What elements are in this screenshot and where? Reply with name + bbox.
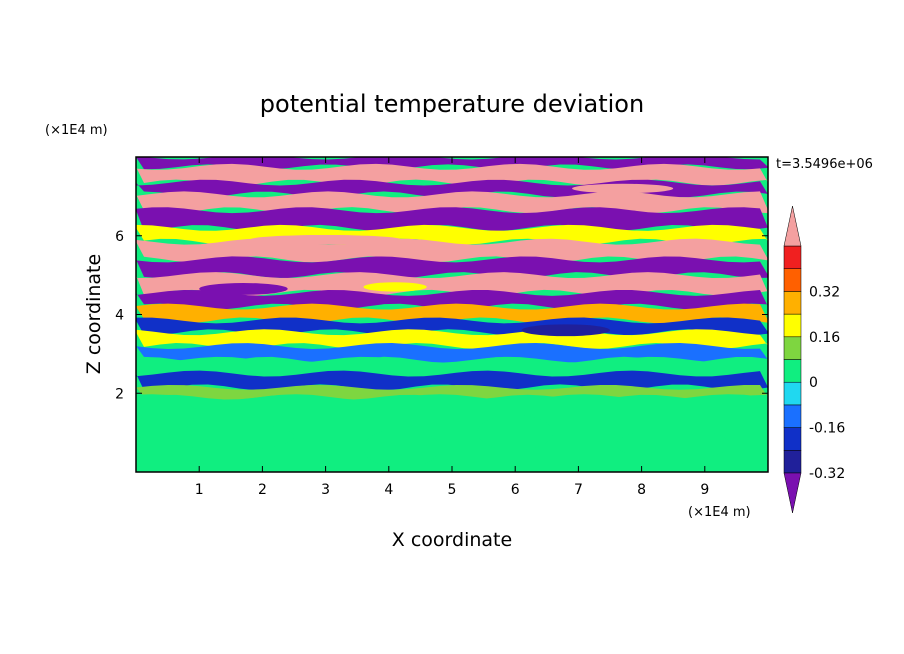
field-band <box>136 343 768 363</box>
patches-layer <box>136 183 731 469</box>
colorbar-label: 0.16 <box>809 330 840 346</box>
colorbar-label: -0.16 <box>809 421 845 437</box>
x-tick-label: 4 <box>384 482 393 498</box>
time-label: t=3.5496e+06 <box>776 157 873 172</box>
field-band <box>136 157 768 170</box>
field-band <box>136 163 768 186</box>
y-unit-label: (×1E4 m) <box>45 123 108 138</box>
colorbar: 0.32 0.16 0 -0.16 -0.32 <box>783 205 845 514</box>
field-band <box>136 356 768 377</box>
x-tick-label: 6 <box>511 482 520 498</box>
field-band <box>136 224 768 245</box>
field-patch <box>572 183 674 194</box>
colorbar-segment <box>783 336 802 360</box>
x-tick-label: 8 <box>637 482 646 498</box>
x-unit-label: (×1E4 m) <box>688 505 751 520</box>
y-tick-label: 6 <box>115 229 124 245</box>
colorbar-segment <box>783 450 802 474</box>
field-band <box>136 256 768 279</box>
colorbar-segment <box>783 245 802 269</box>
bands-layer <box>136 157 768 472</box>
field-band <box>136 394 768 472</box>
x-tick-label: 7 <box>574 482 583 498</box>
field-band <box>136 329 768 349</box>
colorbar-top-arrow <box>783 205 802 247</box>
x-tick-label: 1 <box>195 482 204 498</box>
x-tick-label: 5 <box>448 482 457 498</box>
field-patch <box>616 428 731 461</box>
colorbar-segment <box>783 427 802 451</box>
colorbar-label: -0.32 <box>809 466 845 482</box>
field-band <box>136 207 768 231</box>
x-axis-label: X coordinate <box>392 529 512 551</box>
x-tick-label: 2 <box>258 482 267 498</box>
y-axis: 2 4 6 <box>115 229 768 402</box>
colorbar-segment <box>783 291 802 315</box>
colorbar-bottom-arrow <box>783 472 802 514</box>
field-patch <box>249 234 402 245</box>
x-tick-label: 9 <box>700 482 709 498</box>
y-tick-label: 2 <box>115 386 124 402</box>
field-band <box>136 238 768 263</box>
y-tick-label: 4 <box>115 308 124 324</box>
colorbar-segment <box>783 313 802 338</box>
chart-title: potential temperature deviation <box>260 90 644 118</box>
field-patch <box>477 414 554 451</box>
colorbar-segment <box>783 359 802 383</box>
colorbar-segment <box>783 381 802 406</box>
field-patch <box>136 403 200 423</box>
field-band <box>136 317 768 336</box>
colorbar-label: 0 <box>809 375 818 391</box>
colorbar-segment <box>783 404 802 428</box>
field-patch <box>167 422 294 451</box>
x-axis: 1 2 3 4 5 6 7 8 9 <box>195 157 709 498</box>
colorbar-segment <box>783 268 802 292</box>
field-band <box>136 272 768 296</box>
field-patch <box>521 324 610 337</box>
field-patch <box>363 428 440 469</box>
plot-area <box>136 157 768 472</box>
field-patch <box>363 282 427 292</box>
y-axis-label: Z coordinate <box>83 254 105 374</box>
colorbar-label: 0.32 <box>809 284 840 300</box>
field-patch <box>199 283 288 295</box>
x-tick-label: 3 <box>321 482 330 498</box>
